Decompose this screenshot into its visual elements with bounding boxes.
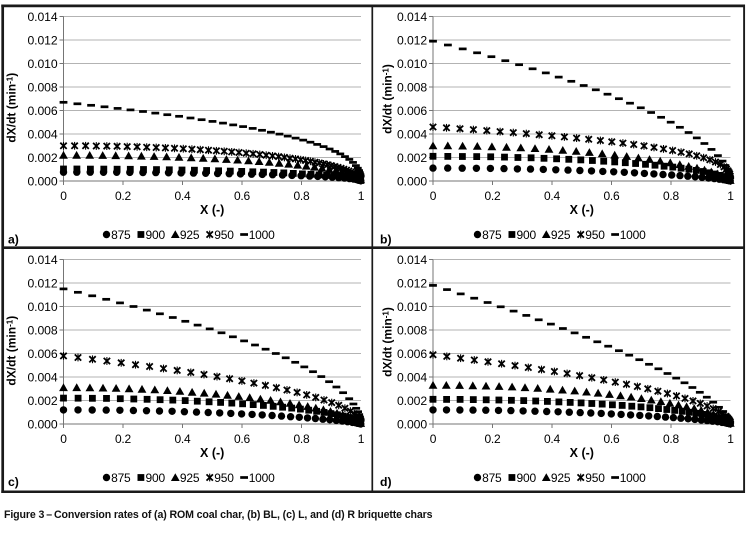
svg-text:900: 900 bbox=[517, 228, 537, 242]
svg-text:0.004: 0.004 bbox=[28, 370, 58, 384]
svg-text:0.012: 0.012 bbox=[397, 33, 427, 47]
svg-text:0.006: 0.006 bbox=[28, 347, 58, 361]
svg-text:0.002: 0.002 bbox=[397, 151, 427, 165]
svg-text:0.4: 0.4 bbox=[544, 432, 561, 446]
svg-text:dX/dt (min-1): dX/dt (min-1) bbox=[380, 64, 394, 134]
svg-text:dX/dt (min-1): dX/dt (min-1) bbox=[380, 307, 394, 377]
svg-text:b): b) bbox=[380, 233, 392, 247]
svg-text:1: 1 bbox=[358, 432, 365, 446]
svg-text:0: 0 bbox=[430, 189, 437, 203]
svg-text:925: 925 bbox=[551, 471, 571, 485]
svg-text:X (-): X (-) bbox=[570, 203, 594, 217]
svg-text:0.006: 0.006 bbox=[397, 104, 427, 118]
svg-text:0.008: 0.008 bbox=[397, 80, 427, 94]
svg-text:0.002: 0.002 bbox=[397, 394, 427, 408]
svg-text:0.000: 0.000 bbox=[397, 174, 427, 188]
svg-text:0.6: 0.6 bbox=[234, 432, 251, 446]
svg-text:1: 1 bbox=[358, 189, 365, 203]
svg-text:0.6: 0.6 bbox=[603, 432, 620, 446]
svg-text:950: 950 bbox=[214, 228, 234, 242]
svg-text:0.008: 0.008 bbox=[28, 80, 58, 94]
svg-text:0.4: 0.4 bbox=[174, 432, 191, 446]
svg-text:0.8: 0.8 bbox=[293, 432, 310, 446]
svg-text:0: 0 bbox=[60, 432, 67, 446]
svg-text:925: 925 bbox=[180, 471, 200, 485]
svg-text:0.012: 0.012 bbox=[28, 276, 58, 290]
svg-text:875: 875 bbox=[482, 471, 502, 485]
svg-text:0: 0 bbox=[430, 432, 437, 446]
svg-text:0.014: 0.014 bbox=[28, 253, 58, 267]
svg-text:900: 900 bbox=[146, 471, 166, 485]
svg-text:1000: 1000 bbox=[620, 471, 646, 485]
svg-text:900: 900 bbox=[146, 228, 166, 242]
svg-text:0.008: 0.008 bbox=[28, 323, 58, 337]
svg-text:0.000: 0.000 bbox=[28, 417, 58, 431]
svg-text:0.004: 0.004 bbox=[28, 127, 58, 141]
svg-text:X (-): X (-) bbox=[570, 446, 594, 460]
svg-text:950: 950 bbox=[214, 471, 234, 485]
svg-text:0.006: 0.006 bbox=[397, 347, 427, 361]
svg-text:a): a) bbox=[8, 233, 19, 247]
svg-text:0.4: 0.4 bbox=[544, 189, 561, 203]
svg-text:875: 875 bbox=[111, 471, 131, 485]
svg-text:d): d) bbox=[380, 475, 392, 489]
svg-text:950: 950 bbox=[585, 228, 605, 242]
svg-text:0.012: 0.012 bbox=[397, 276, 427, 290]
svg-text:950: 950 bbox=[585, 471, 605, 485]
svg-text:0.6: 0.6 bbox=[234, 189, 251, 203]
svg-text:0.6: 0.6 bbox=[603, 189, 620, 203]
svg-text:c): c) bbox=[8, 475, 19, 489]
svg-text:1: 1 bbox=[727, 432, 734, 446]
svg-text:0.010: 0.010 bbox=[397, 57, 427, 71]
svg-text:1000: 1000 bbox=[249, 471, 275, 485]
svg-text:0.004: 0.004 bbox=[397, 127, 427, 141]
svg-text:875: 875 bbox=[111, 228, 131, 242]
svg-text:0.2: 0.2 bbox=[115, 432, 132, 446]
svg-text:0.014: 0.014 bbox=[397, 253, 427, 267]
svg-text:X (-): X (-) bbox=[200, 446, 224, 460]
svg-text:0.002: 0.002 bbox=[28, 394, 58, 408]
svg-text:1000: 1000 bbox=[249, 228, 275, 242]
svg-text:0.8: 0.8 bbox=[663, 432, 680, 446]
svg-text:925: 925 bbox=[180, 228, 200, 242]
svg-text:900: 900 bbox=[517, 471, 537, 485]
svg-text:0.010: 0.010 bbox=[28, 57, 58, 71]
svg-text:0.010: 0.010 bbox=[28, 300, 58, 314]
svg-text:1: 1 bbox=[727, 189, 734, 203]
svg-text:925: 925 bbox=[551, 228, 571, 242]
svg-text:0.8: 0.8 bbox=[293, 189, 310, 203]
svg-text:0.4: 0.4 bbox=[174, 189, 191, 203]
svg-text:1000: 1000 bbox=[620, 228, 646, 242]
svg-text:Figure 3 – Conversion rates of: Figure 3 – Conversion rates of (a) ROM c… bbox=[4, 509, 433, 521]
svg-text:0.002: 0.002 bbox=[28, 151, 58, 165]
svg-text:0.8: 0.8 bbox=[663, 189, 680, 203]
svg-text:0.014: 0.014 bbox=[28, 10, 58, 24]
svg-text:0.012: 0.012 bbox=[28, 33, 58, 47]
svg-text:875: 875 bbox=[482, 228, 502, 242]
svg-text:dX/dt (min-1): dX/dt (min-1) bbox=[4, 73, 18, 143]
svg-text:0.014: 0.014 bbox=[397, 10, 427, 24]
svg-text:0.006: 0.006 bbox=[28, 104, 58, 118]
svg-text:0.008: 0.008 bbox=[397, 323, 427, 337]
svg-text:0: 0 bbox=[60, 189, 67, 203]
svg-text:dX/dt (min-1): dX/dt (min-1) bbox=[4, 316, 18, 386]
svg-text:0.2: 0.2 bbox=[484, 432, 501, 446]
svg-text:0.2: 0.2 bbox=[484, 189, 501, 203]
svg-text:0.2: 0.2 bbox=[115, 189, 132, 203]
svg-text:0.010: 0.010 bbox=[397, 300, 427, 314]
svg-text:0.000: 0.000 bbox=[28, 174, 58, 188]
svg-text:X (-): X (-) bbox=[200, 203, 224, 217]
svg-text:0.000: 0.000 bbox=[397, 417, 427, 431]
svg-text:0.004: 0.004 bbox=[397, 370, 427, 384]
